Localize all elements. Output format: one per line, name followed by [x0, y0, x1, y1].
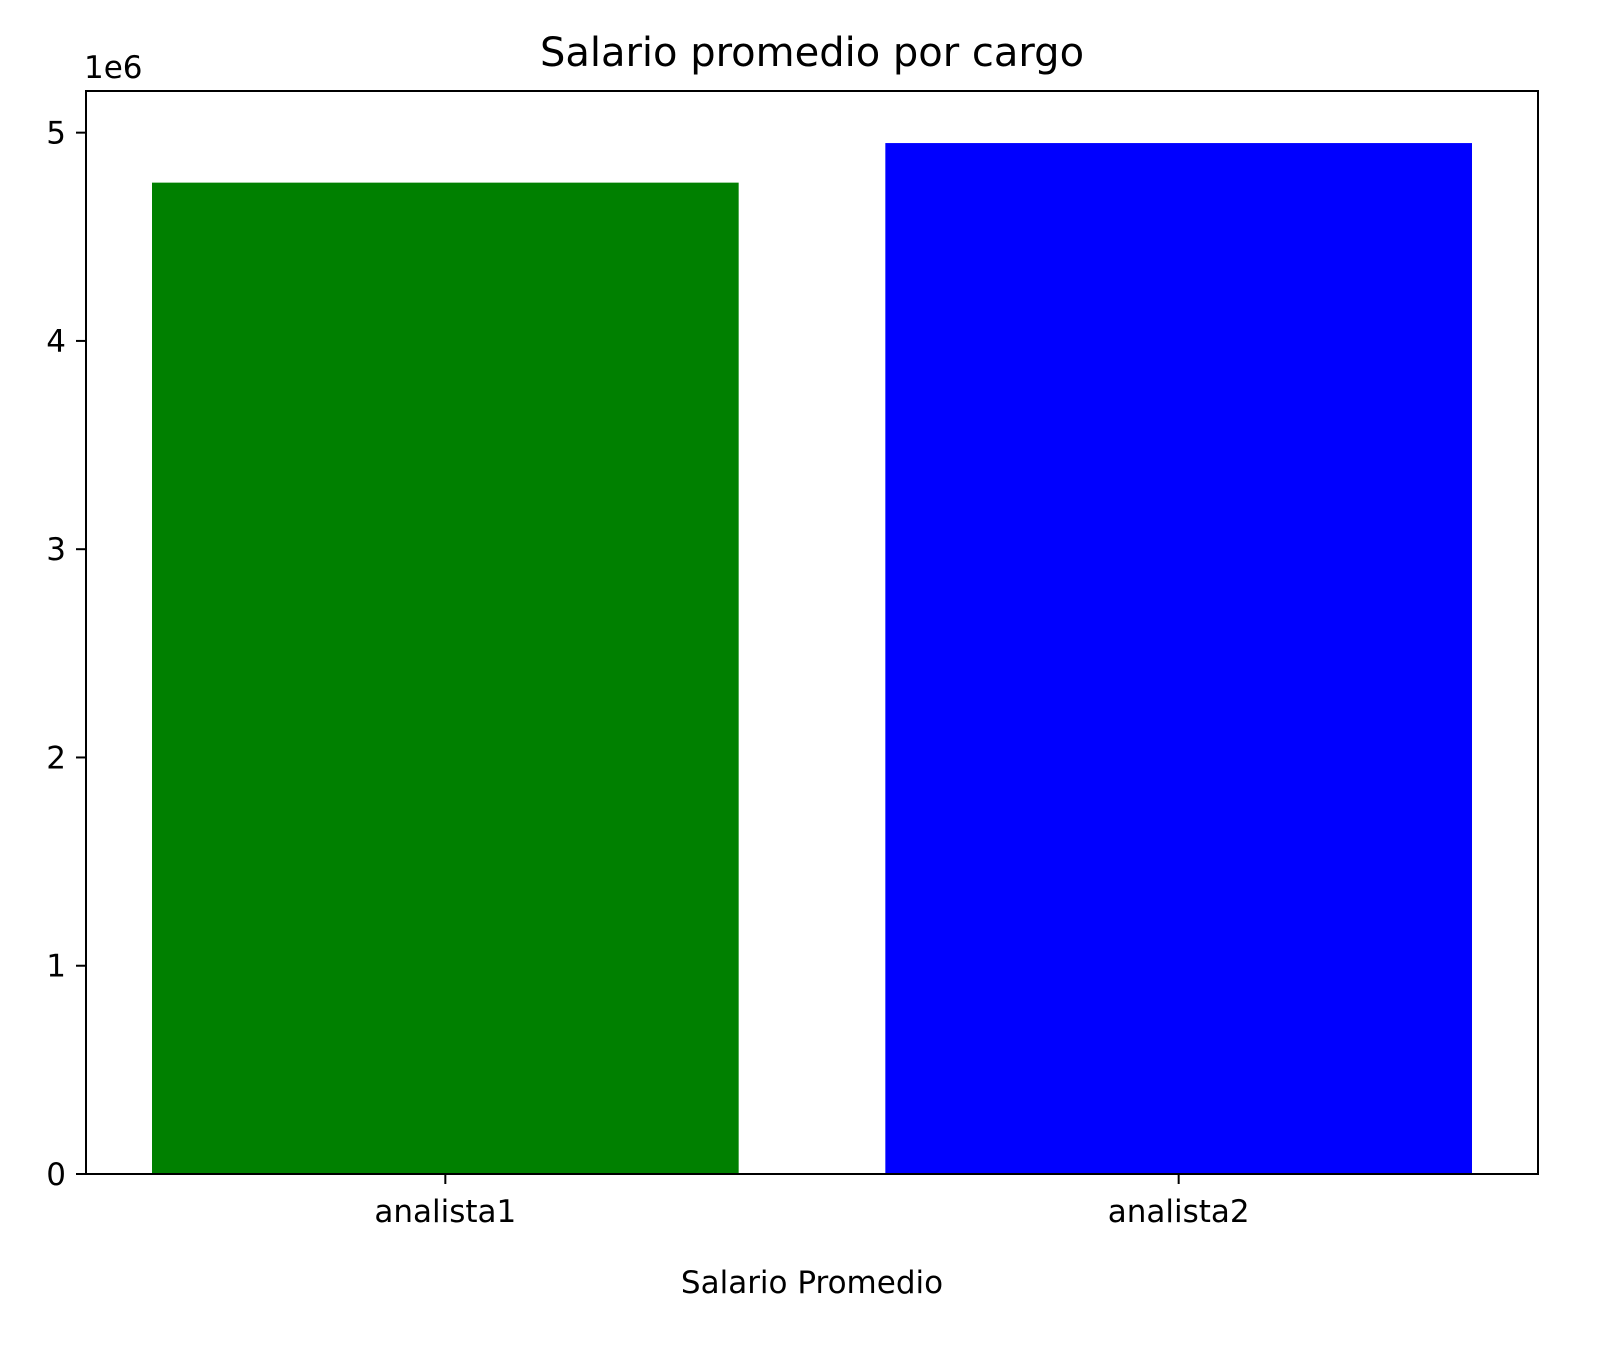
y-tick-label: 3: [46, 532, 66, 568]
y-tick-label: 5: [46, 116, 66, 152]
chart-title: Salario promedio por cargo: [540, 30, 1084, 76]
x-tick-label: analista2: [1108, 1194, 1250, 1230]
axes-frame: [85, 90, 1539, 1175]
bars-group: [152, 143, 1472, 1175]
bar-analista2: [885, 143, 1472, 1175]
y-tick-label: 2: [46, 740, 66, 776]
y-axis-offset-label: 1e6: [84, 50, 143, 86]
x-axis-label: Salario Promedio: [681, 1265, 943, 1301]
y-tick-label: 1: [46, 949, 66, 985]
x-axis-ticks: analista1 analista2: [374, 1174, 1250, 1230]
x-tick-label: analista1: [374, 1194, 516, 1230]
y-tick-label: 0: [46, 1157, 66, 1193]
y-tick-label: 4: [46, 324, 66, 360]
bar-analista1: [152, 182, 739, 1175]
y-axis-ticks: 0 1 2 3 4 5: [46, 116, 86, 1193]
